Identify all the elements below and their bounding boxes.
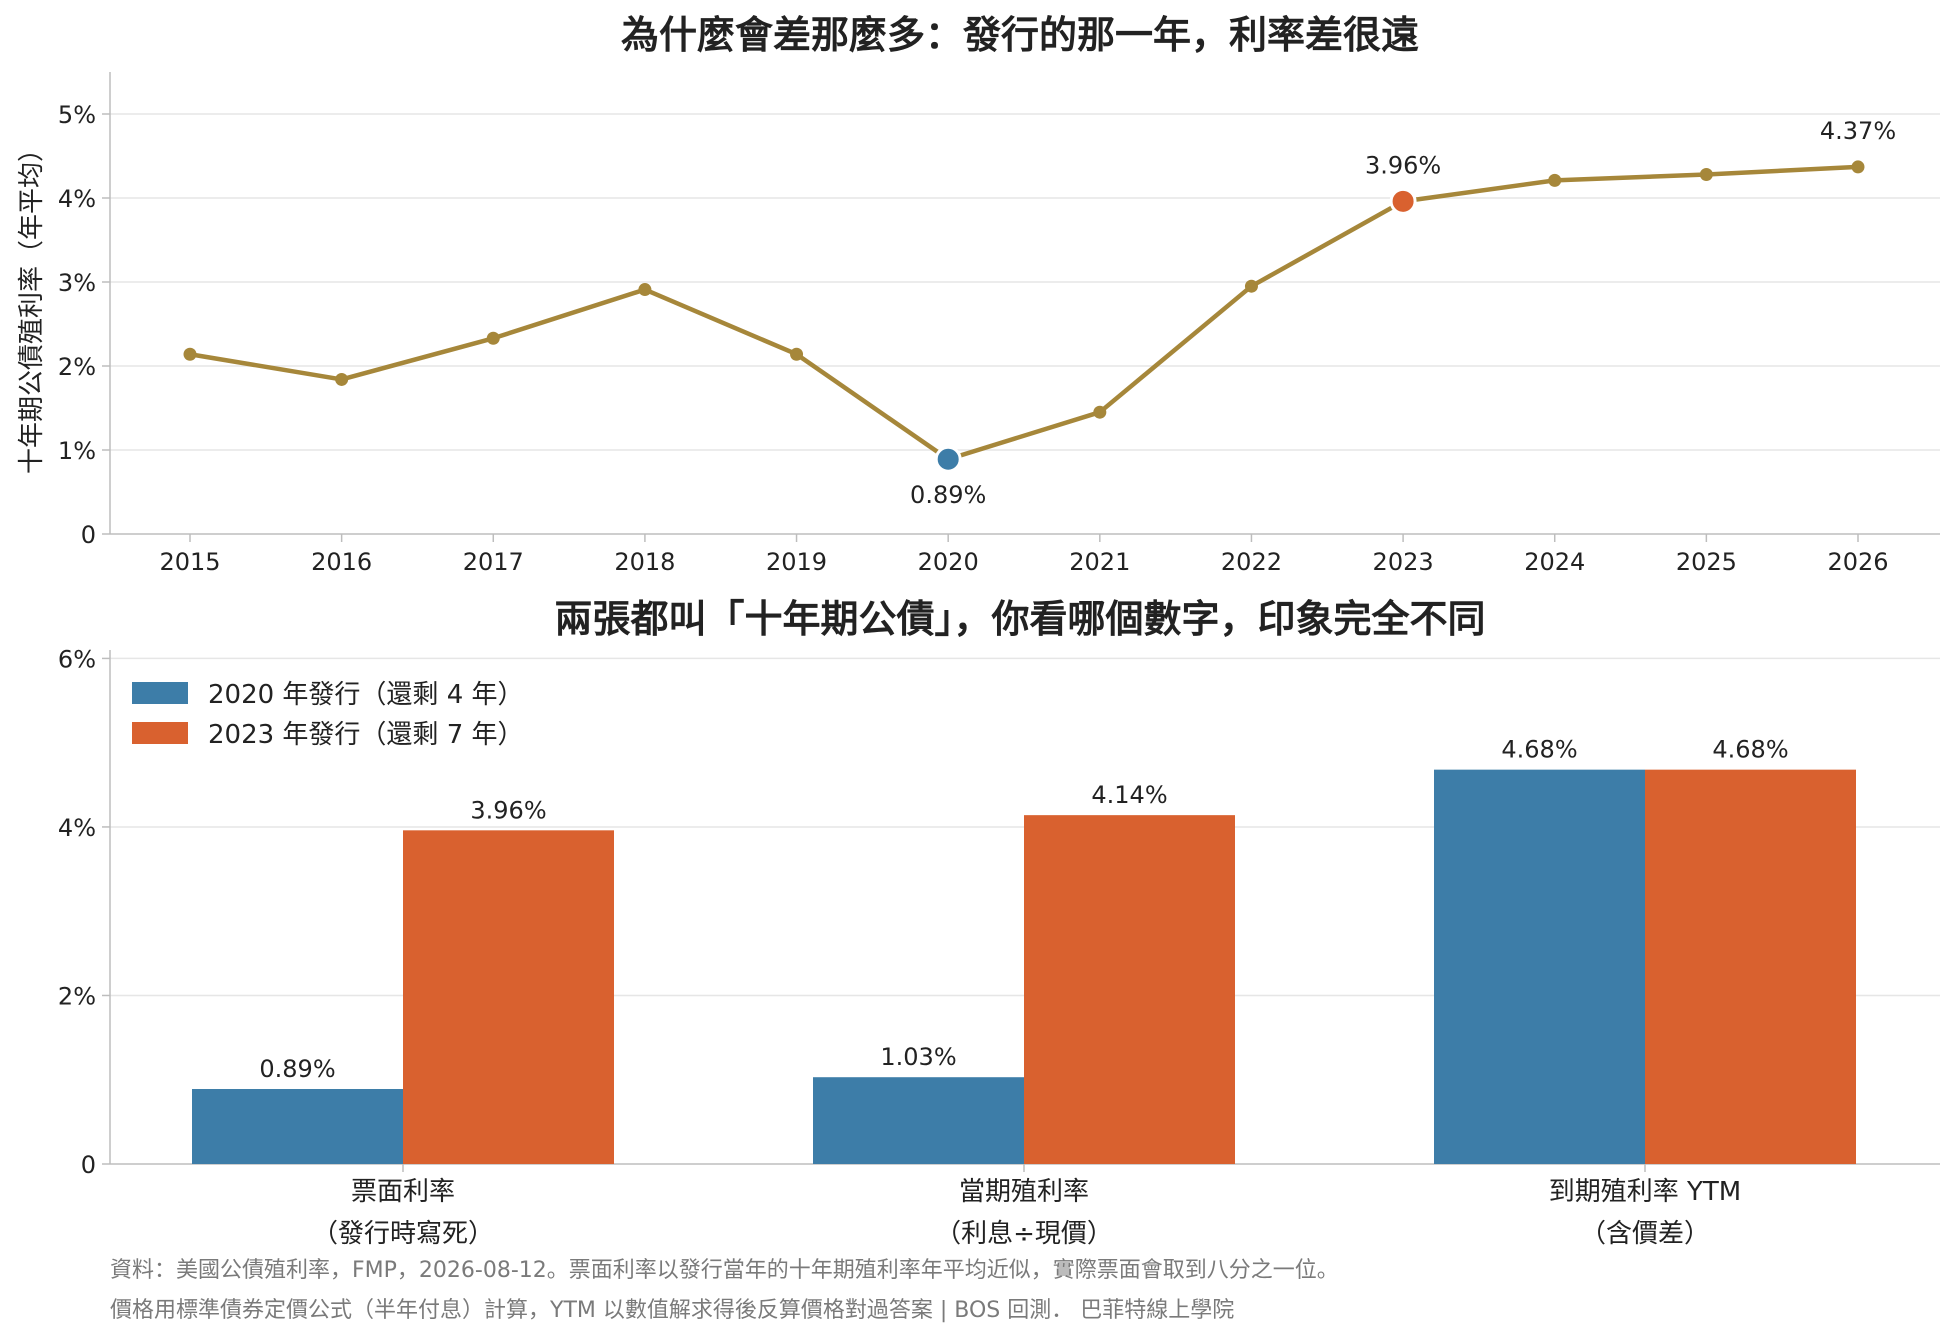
line-chart-highlight-point	[1389, 187, 1417, 215]
line-chart-y-tick-label: 5%	[58, 101, 96, 129]
footer-source-note: 資料：美國公債殖利率，FMP，2026-08-12。票面利率以發行當年的十年期殖…	[110, 1258, 1339, 1283]
line-chart-data-point	[1244, 279, 1258, 293]
line-chart-title: 為什麼會差那麼多：發行的那一年，利率差很遠	[621, 13, 1419, 57]
bar-chart-bar	[403, 830, 614, 1164]
bar-chart-bar	[1024, 815, 1235, 1164]
line-chart-y-tick-label: 0	[81, 521, 96, 549]
line-chart-x-tick-label: 2023	[1373, 548, 1434, 576]
line-chart-x-tick-label: 2025	[1676, 548, 1737, 576]
legend-swatch-2023	[132, 722, 188, 744]
line-chart-y-tick-label: 1%	[58, 437, 96, 465]
footer-method-note: 價格用標準債券定價公式（半年付息）計算，YTM 以數值解求得後反算價格對過答案 …	[110, 1298, 1235, 1323]
legend-swatch-2020	[132, 682, 188, 704]
line-chart-data-point	[790, 347, 804, 361]
line-chart-series-line	[189, 164, 1859, 462]
line-chart-data-label: 3.96%	[1365, 151, 1441, 179]
bar-chart-category-label: 票面利率	[351, 1177, 455, 1207]
line-chart-grid	[110, 113, 1940, 451]
line-chart-data-point	[335, 372, 349, 386]
bar-chart-data-label: 1.03%	[880, 1043, 956, 1071]
bar-chart-data-label: 3.96%	[470, 796, 546, 824]
line-chart-x-tick-label: 2016	[311, 548, 372, 576]
line-chart-data-point	[638, 283, 652, 297]
line-chart-x-tick-label: 2019	[766, 548, 827, 576]
line-chart-x-tick-label: 2017	[463, 548, 524, 576]
line-chart-y-axis-label: 十年期公債殖利率（年平均）	[17, 136, 47, 474]
bar-chart-legend: 2020 年發行（還剩 4 年） 2023 年發行（還剩 7 年）	[132, 680, 524, 750]
bar-chart-title: 兩張都叫「十年期公債」，你看哪個數字，印象完全不同	[554, 597, 1485, 641]
line-chart-data-point	[183, 347, 197, 361]
line-chart-data-label: 0.89%	[910, 481, 986, 509]
line-chart-y-tick-label: 4%	[58, 185, 96, 213]
line-chart-x-tick-label: 2020	[918, 548, 979, 576]
bar-chart-category-label: 當期殖利率	[959, 1177, 1089, 1207]
line-chart-data-point	[486, 331, 500, 345]
bar-chart-category-label: （發行時寫死）	[312, 1219, 494, 1249]
line-chart-data-point	[1093, 405, 1107, 419]
bar-chart-data-label: 0.89%	[259, 1055, 335, 1083]
bar-chart-data-label: 4.14%	[1091, 781, 1167, 809]
line-chart-y-tick-label: 3%	[58, 269, 96, 297]
line-chart-ticks: 0 1% 2% 3% 4% 5% 2015 2016 2017 2018 2019 2020 2021 2…	[58, 101, 1889, 576]
bar-chart-bar	[192, 1089, 403, 1164]
line-chart-data-point	[1699, 167, 1713, 181]
bar-chart: 兩張都叫「十年期公債」，你看哪個數字，印象完全不同 0 2% 4% 6% 票面利率 （發行…	[58, 597, 1940, 1249]
bar-chart-y-tick-label: 2%	[58, 982, 96, 1010]
bar-chart-ticks: 0 2% 4% 6% 票面利率 （發行時寫死） 當期殖利率 （利息÷現價） 到期殖利率 YTM （…	[58, 645, 1741, 1249]
bar-chart-y-tick-label: 4%	[58, 814, 96, 842]
bar-chart-category-label: （利息÷現價）	[935, 1219, 1113, 1249]
line-chart: 為什麼會差那麼多：發行的那一年，利率差很遠 十年期公債殖利率（年平均） 0 1% 2…	[17, 13, 1940, 576]
bar-chart-y-tick-label: 0	[81, 1151, 96, 1179]
line-chart-y-tick-label: 2%	[58, 353, 96, 381]
line-chart-x-tick-label: 2022	[1221, 548, 1282, 576]
line-chart-x-tick-label: 2018	[614, 548, 675, 576]
line-chart-data-labels: 0.89% 3.96% 4.37%	[910, 117, 1896, 509]
bar-chart-data-labels: 0.89% 3.96% 1.03% 4.14% 4.68% 4.68%	[259, 736, 1788, 1083]
line-chart-data-point	[1851, 160, 1865, 174]
bar-chart-y-tick-label: 6%	[58, 645, 96, 673]
line-chart-axes	[109, 72, 1940, 535]
bar-chart-bar	[813, 1077, 1024, 1164]
bar-chart-bars	[192, 769, 1856, 1164]
line-chart-x-tick-label: 2024	[1524, 548, 1585, 576]
line-chart-data-label: 4.37%	[1820, 117, 1896, 145]
legend-label-2023: 2023 年發行（還剩 7 年）	[208, 720, 524, 750]
line-chart-x-tick-label: 2015	[159, 548, 220, 576]
line-chart-highlight-point	[934, 445, 962, 473]
bar-chart-data-label: 4.68%	[1712, 736, 1788, 764]
bar-chart-category-label: （含價差）	[1580, 1219, 1710, 1249]
line-chart-x-tick-label: 2026	[1827, 548, 1888, 576]
line-chart-x-tick-label: 2021	[1069, 548, 1130, 576]
bar-chart-bar	[1434, 769, 1645, 1164]
legend-label-2020: 2020 年發行（還剩 4 年）	[208, 680, 524, 710]
bar-chart-bar	[1645, 769, 1856, 1164]
bar-chart-data-label: 4.68%	[1501, 736, 1577, 764]
line-chart-series	[183, 160, 1865, 473]
bar-chart-category-label: 到期殖利率 YTM	[1549, 1177, 1741, 1207]
line-chart-data-point	[1548, 173, 1562, 187]
